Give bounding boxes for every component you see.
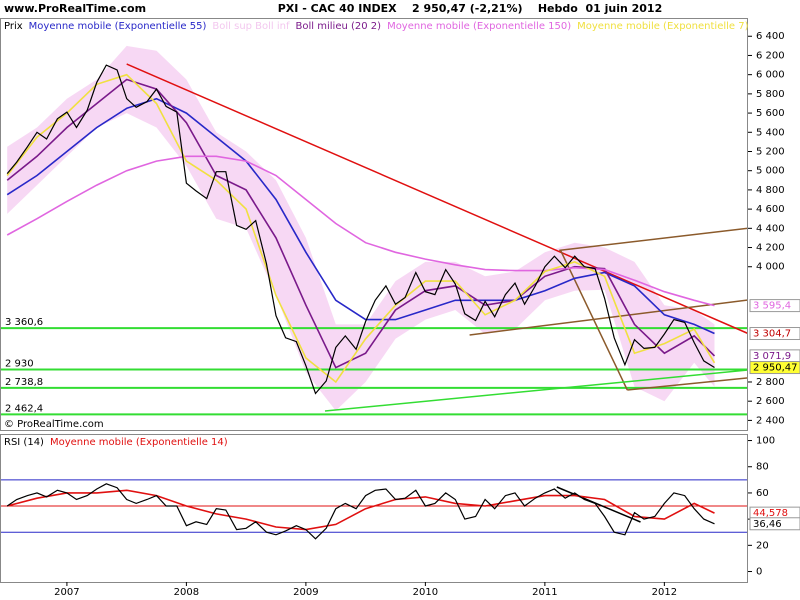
trendline [627,377,748,391]
trendline [324,369,748,412]
legend-entry: Moyenne mobile (Exponentielle 14) [50,437,228,448]
series-line [6,73,716,384]
y-tick-label: 6 000 [756,70,785,81]
last-value-label: 36,46 [753,519,782,530]
x-tick-label: 2007 [54,587,79,598]
y-tick-label: 5 200 [756,146,785,157]
series-line [6,78,716,369]
series-line [6,489,715,531]
series-line [6,97,715,335]
trendline [556,486,641,523]
y-tick-label: 4 000 [756,262,785,273]
x-tick-label: 2012 [652,587,677,598]
x-tick-label: 2008 [174,587,199,598]
legend-entry: Moyenne mobile (Exponentielle 7) [577,21,748,32]
y-tick-label: 5 400 [756,127,785,138]
series-line [6,483,715,540]
level-label: 2 462,4 [5,403,43,414]
last-value-label: 3 304,7 [753,329,791,340]
bollinger-band [7,45,715,411]
last-value-label: 3 071,9 [753,351,791,362]
y-tick-label: 2 600 [756,396,785,407]
y-tick-label: 5 800 [756,89,785,100]
y-tick-label: 4 200 [756,243,785,254]
level-label: 2 930 [5,358,34,369]
y-tick-label: 80 [756,462,769,473]
x-tick-label: 2010 [413,587,438,598]
level-label: 3 360,6 [5,317,43,328]
y-tick-label: 60 [756,488,769,499]
legend-entry: Boll milieu (20 2) [296,21,382,32]
last-value-label: 44,578 [753,508,788,519]
y-tick-label: 100 [756,436,775,447]
trendline [126,63,748,335]
last-value-box [749,327,800,341]
plot [0,479,748,540]
series-line [6,64,715,395]
y-tick-label: 4 400 [756,223,785,234]
x-tick-label: 2011 [532,587,557,598]
last-value-box [749,517,800,531]
legend-entry: Prix [4,21,23,32]
y-tick-label: 5 000 [756,166,785,177]
y-tick-label: 6 400 [756,31,785,42]
plot-frame [0,434,748,583]
chart-title: PXI - CAC 40 INDEX 2 950,47 (-2,21%) Heb… [278,2,663,15]
series-line [6,155,715,307]
level-label: 2 738,8 [5,377,43,388]
y-tick-label: 0 [756,567,762,578]
last-value-box [749,361,800,375]
plot [0,45,748,416]
trendline [559,227,748,252]
site-name: www.ProRealTime.com [4,2,146,15]
legend-entry: Boll sup Boll inf [212,21,290,32]
y-tick-label: 2 800 [756,377,785,388]
y-tick-label: 4 600 [756,204,785,215]
y-tick-label: 5 600 [756,108,785,119]
plot-frame [0,18,748,431]
last-value-box [749,299,800,313]
y-tick-label: 4 800 [756,185,785,196]
trendline [559,249,628,391]
last-value-label: 2 950,47 [753,363,798,374]
y-tick-label: 6 200 [756,50,785,61]
x-tick-label: 2009 [293,587,318,598]
legend-entry: Moyenne mobile (Exponentielle 55) [29,21,207,32]
legend-entry: RSI (14) [4,437,44,448]
legend-entry: Moyenne mobile (Exponentielle 150) [387,21,571,32]
y-tick-label: 20 [756,540,769,551]
y-tick-label: 2 400 [756,415,785,426]
last-value-label: 3 595,4 [753,301,791,312]
watermark: © ProRealTime.com [4,419,104,430]
